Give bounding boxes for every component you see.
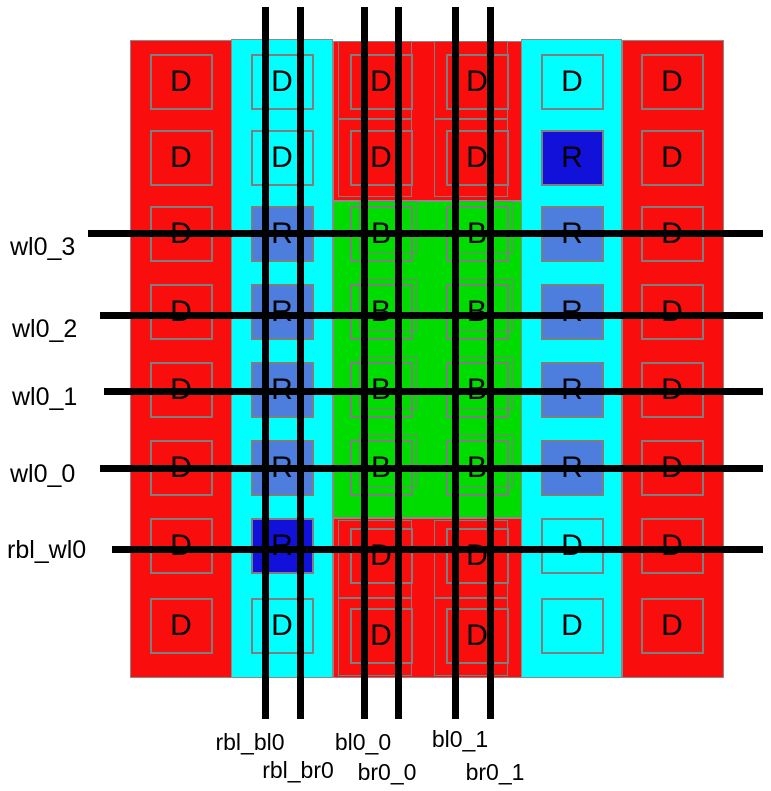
cell-r1c5-d: D [640,130,704,186]
cell-letter: D [561,531,583,561]
cell-r1c2-d: D [349,130,413,186]
bitline-bl0_0 [361,7,368,719]
cell-letter: D [271,65,293,98]
cell-letter: B [371,297,391,327]
cell-letter: D [466,141,488,174]
bitline-label-br0_0: br0_0 [357,759,417,785]
cell-r1c0-d: D [149,130,213,186]
bitline-rbl_bl0 [262,7,269,719]
cell-r0c1-d: D [250,54,314,110]
cell-letter: B [467,297,487,327]
cell-letter: D [661,65,683,98]
cell-r0c4-d: D [540,54,604,110]
wordline-rbl_wl0 [112,546,763,553]
cell-r7c2-d: D [349,608,413,664]
cell-letter: D [561,609,583,642]
cell-r1c1-d: D [250,130,314,186]
cell-letter: D [466,65,488,98]
wordline-label-wl0_1: wl0_1 [12,383,78,411]
cell-letter: D [170,141,192,174]
cell-letter: D [170,65,192,98]
cell-r7c3-d: D [445,608,509,664]
wordline-label-wl0_0: wl0_0 [10,460,76,488]
cell-letter: R [561,141,583,174]
cell-letter: D [466,619,488,652]
cell-letter: R [271,297,293,327]
cell-letter: D [661,609,683,642]
cell-r7c5-d: D [640,598,704,654]
cell-letter: D [370,619,392,652]
cell-letter: D [271,609,293,642]
cell-r6c2-d: D [349,528,413,584]
bitline-rbl_br0 [297,7,304,719]
cell-letter: D [661,141,683,174]
cell-r7c0-d: D [149,598,213,654]
cell-letter: D [370,141,392,174]
wordline-label-rbl_wl0: rbl_wl0 [7,536,87,564]
cell-r1c4-r: R [540,130,604,186]
cell-letter: R [271,531,293,561]
wordline-wl0_0 [100,465,763,472]
cell-letter: R [561,297,583,327]
cell-r0c5-d: D [640,54,704,110]
cell-letter: D [271,141,293,174]
cell-letter: D [370,65,392,98]
bitline-label-rbl_br0: rbl_br0 [262,757,334,783]
cell-letter: D [170,609,192,642]
bitline-bl0_1 [452,7,459,719]
wordline-wl0_1 [104,388,763,395]
cell-r0c2-d: D [349,54,413,110]
bitline-label-rbl_bl0: rbl_bl0 [215,729,285,755]
cell-r7c4-d: D [540,598,604,654]
cell-letter: D [170,297,192,327]
wordline-wl0_3 [88,230,763,237]
cell-r0c0-d: D [149,54,213,110]
cell-letter: D [170,531,192,561]
wordline-label-wl0_3: wl0_3 [10,233,76,261]
wordline-wl0_2 [100,312,763,319]
right-dummy-column-region [622,40,724,678]
bitline-label-bl0_0: bl0_0 [334,729,392,755]
bitline-br0_0 [395,7,402,719]
bitline-label-br0_1: br0_1 [465,759,525,785]
bitline-label-bl0_1: bl0_1 [431,726,489,752]
cell-r0c3-d: D [445,54,509,110]
cell-letter: D [561,65,583,98]
cell-letter: D [661,531,683,561]
cell-letter: D [661,297,683,327]
cell-r1c3-d: D [445,130,509,186]
bitline-br0_1 [487,7,494,719]
wordline-label-wl0_2: wl0_2 [12,315,78,343]
cell-r7c1-d: D [250,598,314,654]
left-dummy-column-region [130,40,233,678]
